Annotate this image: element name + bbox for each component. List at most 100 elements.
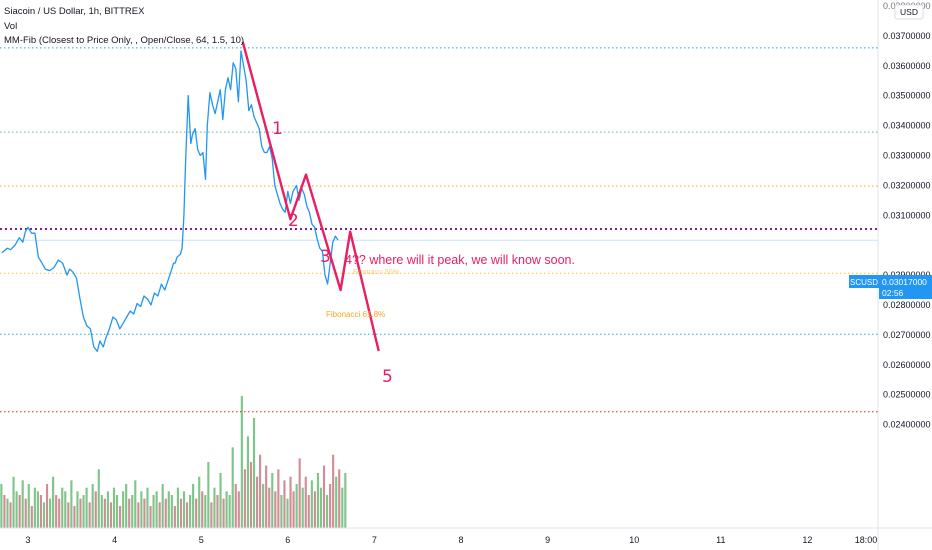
price-tag-value: 0.03017000	[882, 277, 927, 287]
volume-bar	[332, 455, 334, 528]
x-tick-label: 3	[25, 535, 30, 545]
volume-bar	[122, 491, 124, 528]
volume-bar	[168, 491, 170, 528]
volume-bar	[43, 502, 45, 528]
volume-bar	[46, 484, 48, 528]
volume-bar	[253, 418, 255, 528]
volume-bar	[3, 495, 5, 528]
volume-bar	[305, 477, 307, 528]
volume-bar	[76, 491, 78, 528]
volume-bar	[229, 495, 231, 528]
y-tick-label: 0.02400000	[883, 420, 931, 430]
volume-bar	[247, 436, 249, 528]
volume-bar	[262, 484, 264, 528]
x-tick-label: 7	[372, 535, 377, 545]
currency-badge[interactable]: USD	[895, 5, 923, 19]
volume-bar	[195, 499, 197, 528]
volume-bar	[204, 495, 206, 528]
x-tick-label: 9	[545, 535, 550, 545]
y-tick-label: 0.03600000	[883, 61, 931, 71]
volume-bar	[210, 502, 212, 528]
volume-bar	[152, 495, 154, 528]
volume-bar	[107, 491, 109, 528]
x-tick-label: 11	[716, 535, 725, 545]
volume-bar	[128, 499, 130, 528]
indicator-legend[interactable]: MM-Fib (Closest to Price Only, , Open/Cl…	[4, 35, 244, 46]
volume-bar	[299, 458, 301, 528]
volume-bar	[286, 499, 288, 528]
volume-bar	[134, 480, 136, 528]
volume-bar	[259, 455, 261, 528]
x-tick-label: 18:00	[855, 535, 878, 545]
y-tick-label: 0.03400000	[883, 121, 931, 131]
price-line[interactable]	[2, 51, 338, 351]
volume-bar	[125, 484, 127, 528]
volume-bar	[308, 495, 310, 528]
volume-bar	[302, 488, 304, 528]
volume-bar	[320, 488, 322, 528]
x-tick-label: 10	[629, 535, 639, 545]
y-tick-label: 0.03200000	[883, 180, 931, 190]
volume-bar	[116, 495, 118, 528]
volume-bar	[86, 488, 88, 528]
volume-bar	[113, 488, 115, 528]
volume-bar	[268, 488, 270, 528]
volume-bar	[9, 502, 11, 528]
volume-bar	[219, 473, 221, 528]
volume-bar	[277, 469, 279, 528]
price-tag-symbol: SCUSD	[850, 278, 878, 287]
currency-badge-label: USD	[900, 7, 918, 17]
fib-faint-label: Fibonacci 50%	[353, 269, 399, 276]
volume-bar	[149, 506, 151, 528]
volume-bar	[189, 495, 191, 528]
volume-bar	[198, 477, 200, 528]
volume-bar	[323, 466, 325, 528]
volume-bars	[0, 396, 346, 528]
volume-bar	[22, 480, 24, 528]
volume-bar	[159, 502, 161, 528]
volume-bar	[186, 502, 188, 528]
volume-bar	[101, 495, 103, 528]
wave-label-3: 3	[320, 247, 331, 267]
volume-bar	[73, 506, 75, 528]
volume-bar	[64, 491, 66, 528]
volume-bar	[232, 447, 234, 528]
volume-bar	[25, 499, 27, 528]
annotation-text: 4?? where will it peak, we will know soo…	[345, 253, 575, 267]
volume-legend[interactable]: Vol	[4, 21, 17, 32]
volume-bar	[55, 495, 57, 528]
volume-bar	[6, 499, 8, 528]
volume-bar	[37, 491, 39, 528]
volume-bar	[19, 495, 21, 528]
volume-bar	[311, 480, 313, 528]
volume-bar	[241, 396, 243, 528]
volume-bar	[52, 477, 54, 528]
y-tick-label: 0.02600000	[883, 360, 931, 370]
volume-bar	[271, 473, 273, 528]
volume-bar	[192, 484, 194, 528]
volume-bar	[82, 495, 84, 528]
volume-bar	[235, 484, 237, 528]
volume-bar	[58, 499, 60, 528]
y-tick-label: 0.03500000	[883, 91, 931, 101]
volume-bar	[104, 499, 106, 528]
fibonacci-levels	[0, 48, 878, 412]
x-tick-label: 8	[458, 535, 463, 545]
price-line-layer	[2, 51, 338, 351]
volume-bar	[162, 484, 164, 528]
volume-bar	[213, 488, 215, 528]
volume-bar	[0, 484, 2, 528]
volume-bar	[226, 491, 228, 528]
volume-bar	[165, 499, 167, 528]
volume-bar	[70, 480, 72, 528]
volume-bar	[34, 488, 36, 528]
wave-label-1: 1	[272, 119, 283, 139]
volume-bar	[92, 484, 94, 528]
y-tick-label: 0.02500000	[883, 390, 931, 400]
elliott-wave-line[interactable]	[243, 42, 379, 351]
volume-bar	[296, 484, 298, 528]
wave-label-2: 2	[288, 211, 299, 231]
volume-bar	[146, 488, 148, 528]
